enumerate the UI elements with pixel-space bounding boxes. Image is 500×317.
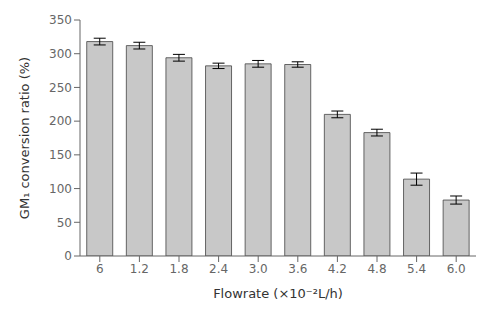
svg-text:100: 100 — [49, 182, 72, 196]
svg-text:50: 50 — [57, 216, 72, 230]
svg-text:Flowrate (×10⁻²L/h): Flowrate (×10⁻²L/h) — [213, 286, 343, 301]
svg-text:200: 200 — [49, 114, 72, 128]
svg-text:4.2: 4.2 — [328, 262, 347, 276]
svg-text:150: 150 — [49, 148, 72, 162]
svg-text:300: 300 — [49, 47, 72, 61]
svg-text:1.8: 1.8 — [169, 262, 188, 276]
svg-text:2.4: 2.4 — [209, 262, 228, 276]
svg-text:GM₁ conversion ratio (%): GM₁ conversion ratio (%) — [17, 57, 32, 219]
svg-text:3.0: 3.0 — [249, 262, 268, 276]
svg-text:6: 6 — [96, 262, 104, 276]
svg-text:6.0: 6.0 — [447, 262, 466, 276]
svg-text:5.4: 5.4 — [407, 262, 426, 276]
svg-text:250: 250 — [49, 81, 72, 95]
svg-text:3.6: 3.6 — [288, 262, 307, 276]
svg-text:350: 350 — [49, 13, 72, 27]
svg-text:4.8: 4.8 — [367, 262, 386, 276]
svg-text:0: 0 — [64, 249, 72, 263]
svg-text:1.2: 1.2 — [130, 262, 149, 276]
